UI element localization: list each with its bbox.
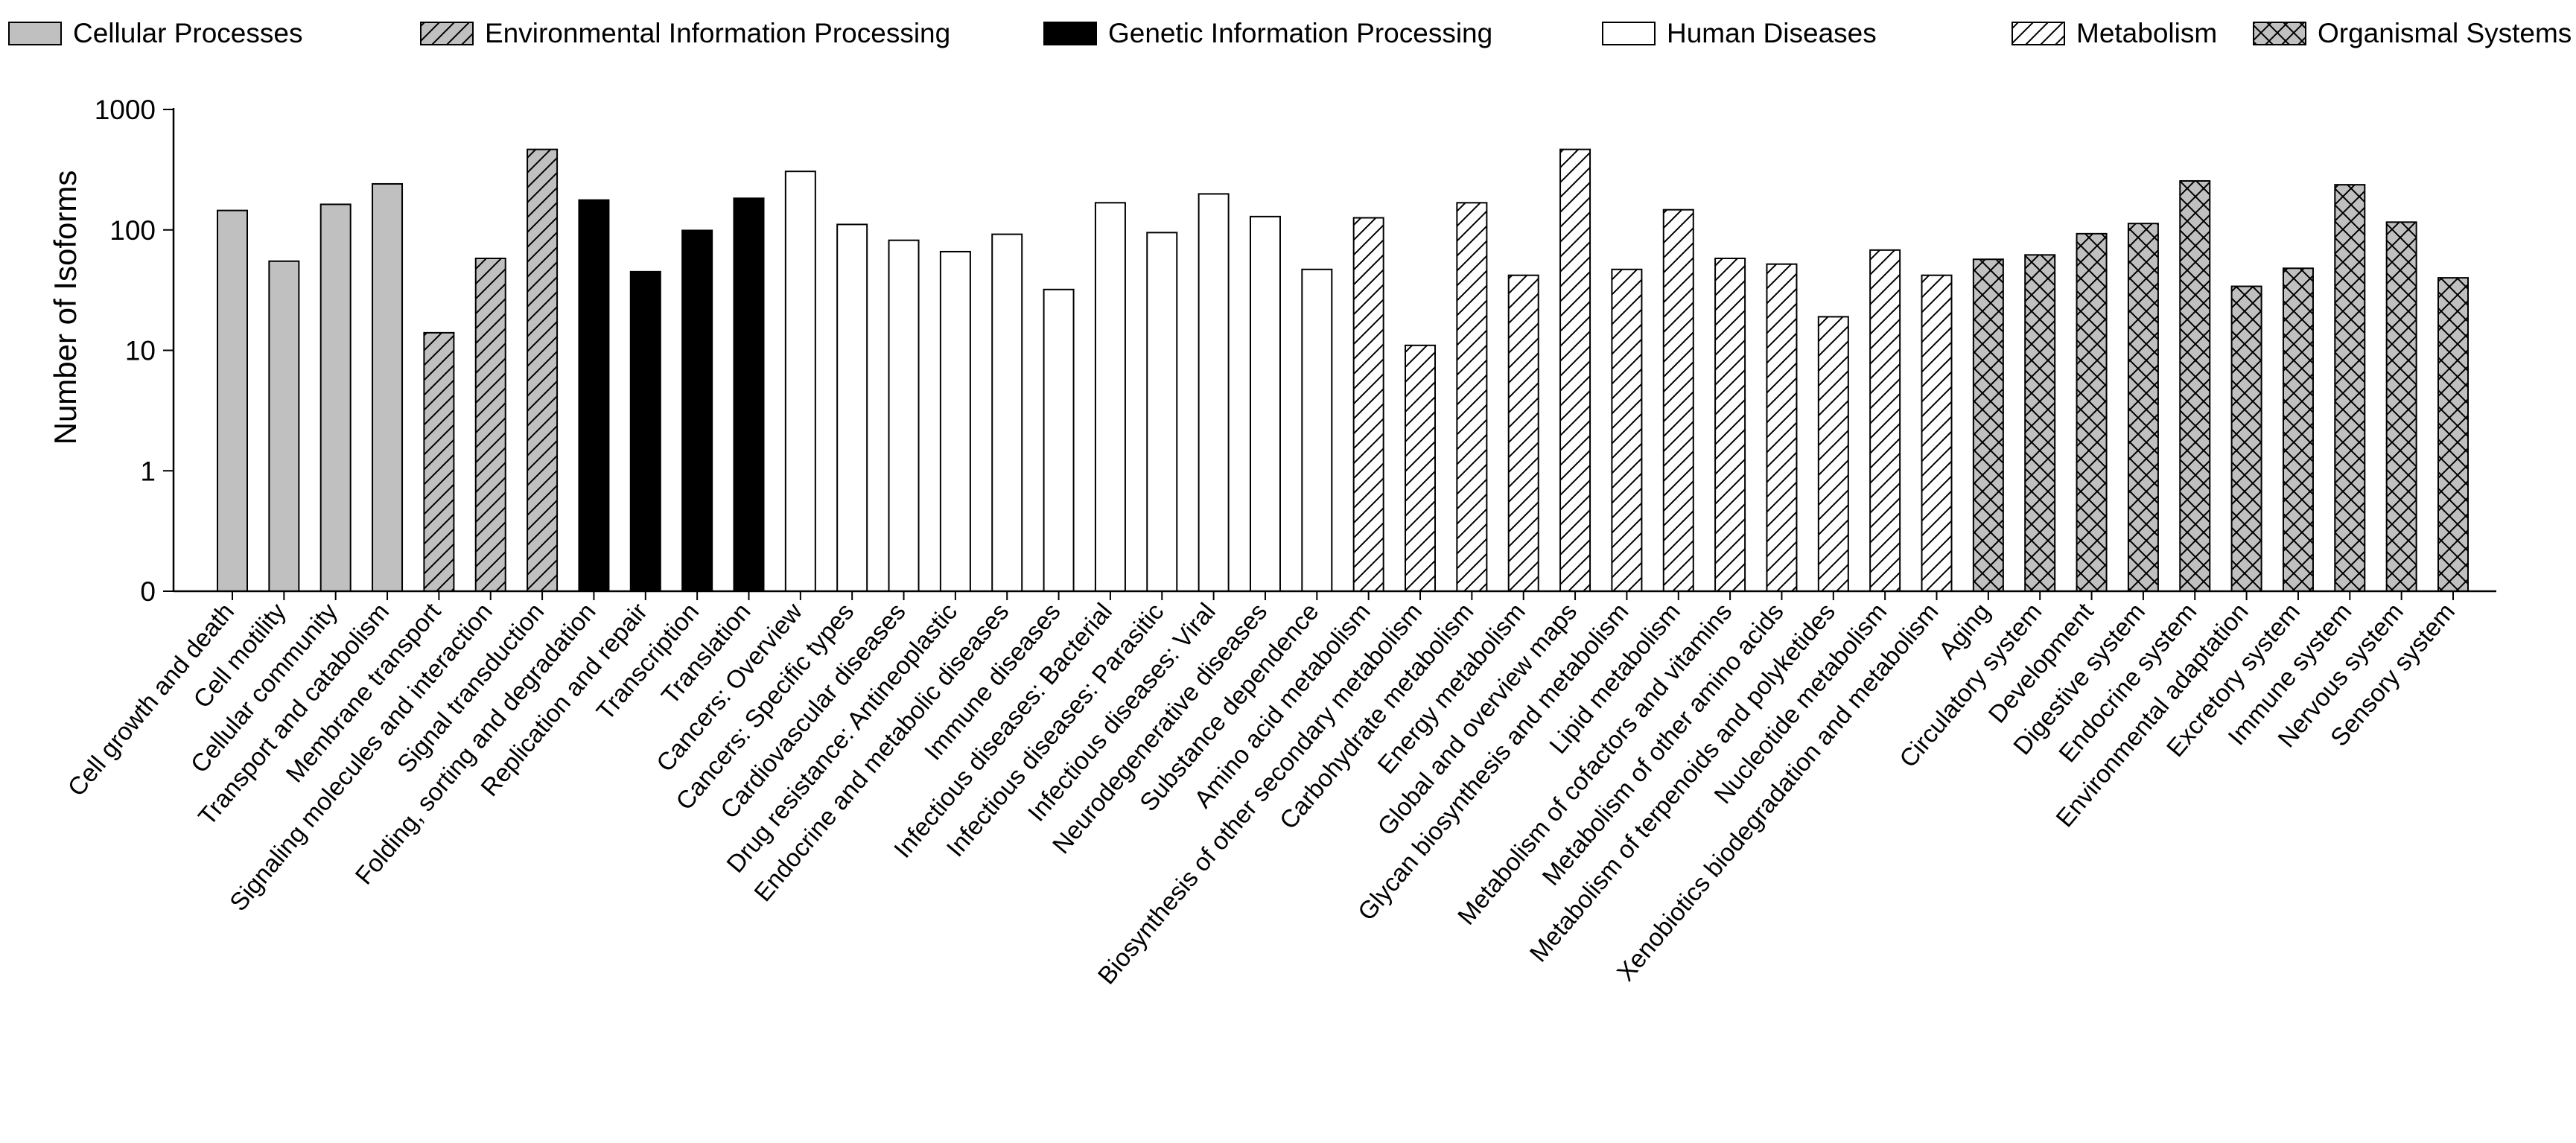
legend-label: Metabolism [2076,18,2217,48]
bar [2385,221,2417,592]
bar [2024,254,2056,592]
axes [172,108,2496,593]
bar [1662,208,1694,593]
bar [527,148,559,593]
y-tick-label: 1000 [95,95,156,125]
bar [836,223,868,592]
bar [1043,288,1075,592]
bar [991,233,1023,592]
bar [1352,217,1384,592]
bar [2334,184,2366,592]
legend-label: Cellular Processes [73,18,302,48]
legend-swatch [2011,22,2065,45]
y-tick-label: 1 [140,456,156,486]
legend-entry: Metabolism [2011,18,2217,48]
bar [1817,316,1849,592]
legend-swatch [1043,22,1097,45]
bar [1559,148,1591,593]
bar [1714,258,1746,592]
bar [268,260,300,592]
bar [217,209,248,592]
legend: Cellular Processes Environmental Informat… [8,18,2572,48]
bar [681,229,713,592]
legend-label: Genetic Information Processing [1108,18,1492,48]
y-tick-label: 0 [140,576,156,607]
bar [2230,285,2262,592]
bar [2127,223,2159,592]
bar [629,270,661,592]
bars [217,148,2469,593]
y-axis-title: Number of Isoforms [48,171,83,445]
bar [1146,232,1178,592]
y-tick-label: 10 [125,336,156,366]
bar [888,239,920,592]
bar [319,203,352,592]
legend-entry: Human Diseases [1602,18,1877,48]
legend-entry: Cellular Processes [8,18,302,48]
legend-entry: Organismal Systems [2253,18,2572,48]
bar [1198,193,1230,592]
bar [939,250,971,592]
legend-entry: Environmental Information Processing [420,18,950,48]
bar [1094,202,1126,592]
legend-swatch [420,22,474,45]
bar [2179,179,2211,592]
bar [474,258,506,592]
bar [1456,202,1488,592]
bar [372,182,404,592]
bar [784,171,816,592]
bar [1249,215,1281,592]
bar [1869,249,1901,592]
bar [1972,258,2004,592]
bar [1301,268,1333,592]
bar [1507,274,1539,592]
legend-entry: Genetic Information Processing [1043,18,1492,48]
bar [578,199,610,592]
bar [1611,268,1643,592]
y-tick-label: 100 [109,215,156,246]
bar [1921,274,1953,592]
bar [2437,277,2469,592]
legend-swatch [2253,22,2306,45]
bar [2282,267,2314,592]
legend-label: Organismal Systems [2318,18,2572,48]
bar [423,331,455,592]
bar [2076,232,2108,592]
bar [1405,344,1437,592]
legend-label: Human Diseases [1667,18,1877,48]
legend-swatch [8,22,62,45]
bar [733,197,765,592]
bar [1766,263,1798,592]
legend-label: Environmental Information Processing [485,18,950,48]
legend-swatch [1602,22,1656,45]
